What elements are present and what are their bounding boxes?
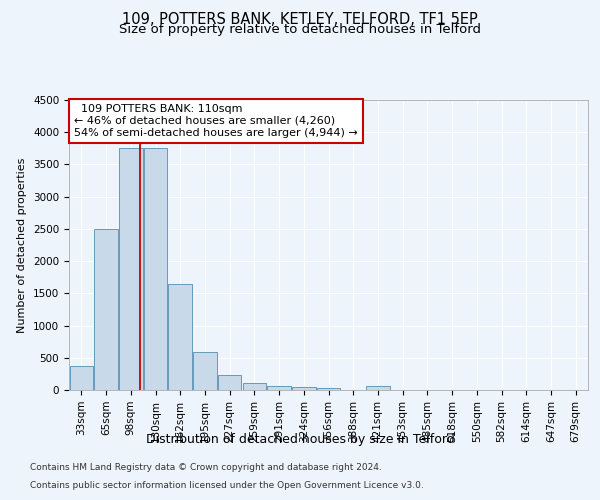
Bar	[218, 375, 241, 390]
Bar	[193, 352, 217, 390]
Y-axis label: Number of detached properties: Number of detached properties	[17, 158, 28, 332]
Text: Contains public sector information licensed under the Open Government Licence v3: Contains public sector information licen…	[30, 481, 424, 490]
Text: Contains HM Land Registry data © Crown copyright and database right 2024.: Contains HM Land Registry data © Crown c…	[30, 462, 382, 471]
Bar	[366, 386, 389, 390]
Text: 109 POTTERS BANK: 110sqm
← 46% of detached houses are smaller (4,260)
54% of sem: 109 POTTERS BANK: 110sqm ← 46% of detach…	[74, 104, 358, 138]
Bar	[169, 284, 192, 390]
Text: 109, POTTERS BANK, KETLEY, TELFORD, TF1 5EP: 109, POTTERS BANK, KETLEY, TELFORD, TF1 …	[122, 12, 478, 28]
Bar	[70, 366, 93, 390]
Text: Distribution of detached houses by size in Telford: Distribution of detached houses by size …	[146, 432, 454, 446]
Text: Size of property relative to detached houses in Telford: Size of property relative to detached ho…	[119, 22, 481, 36]
Bar	[292, 388, 316, 390]
Bar	[94, 229, 118, 390]
Bar	[242, 383, 266, 390]
Bar	[144, 148, 167, 390]
Bar	[119, 148, 143, 390]
Bar	[268, 386, 291, 390]
Bar	[317, 388, 340, 390]
